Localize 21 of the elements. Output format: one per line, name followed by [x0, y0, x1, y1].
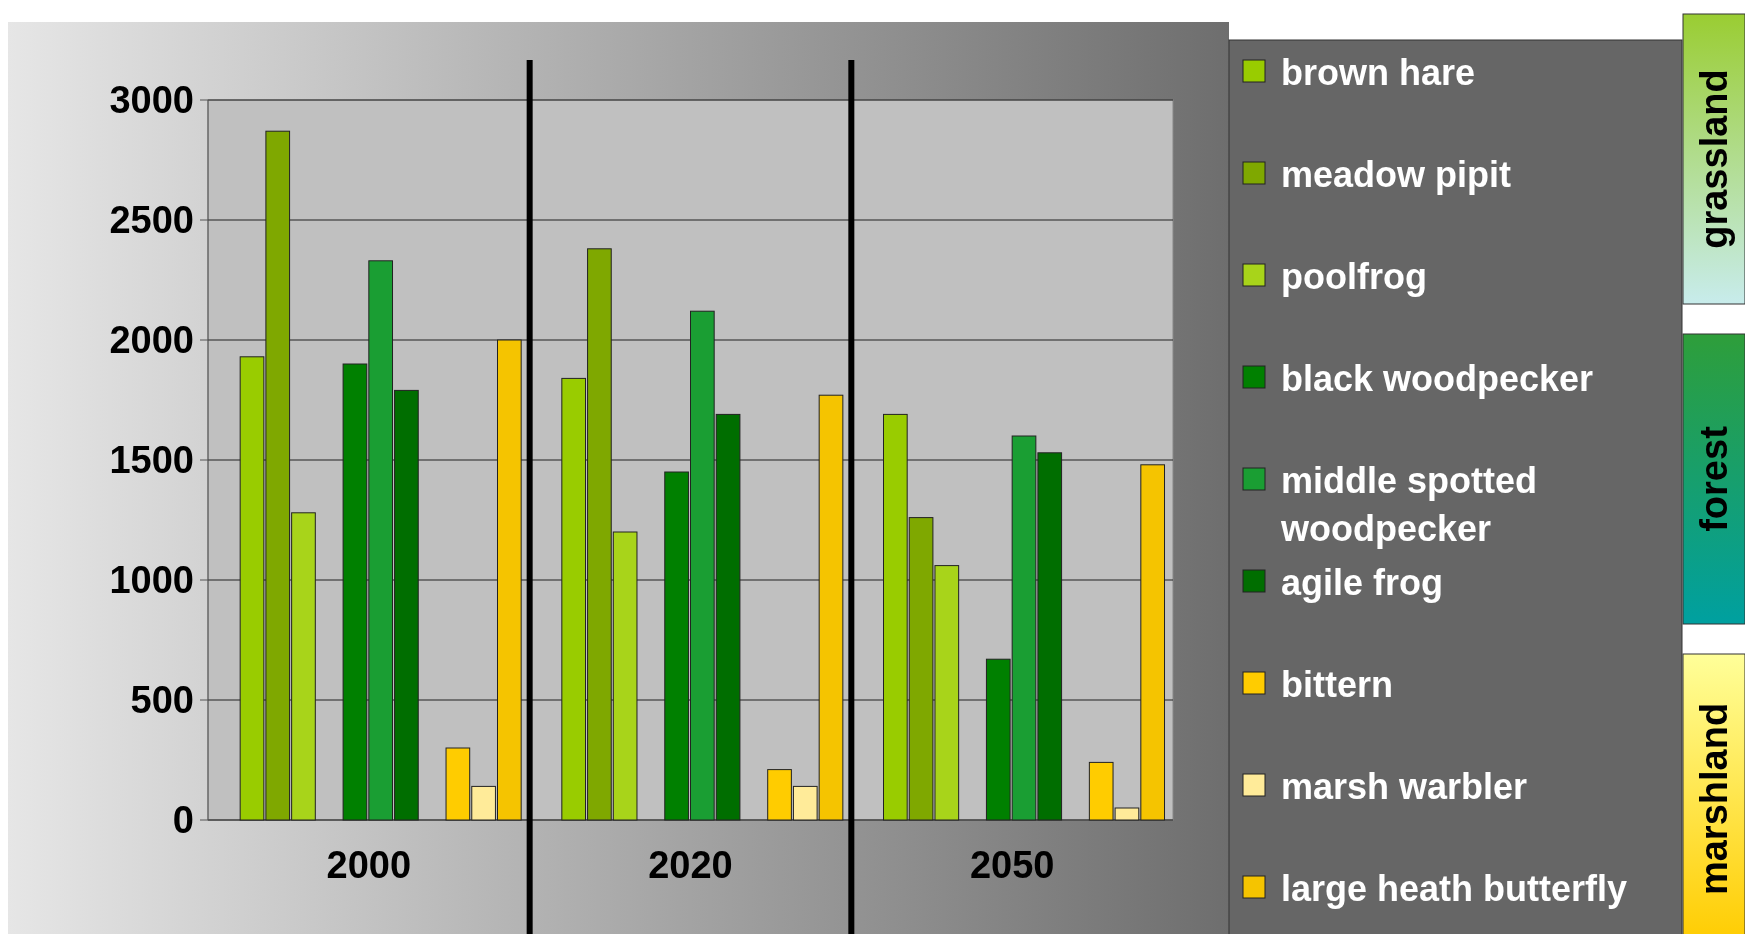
x-tick-label: 2050 — [969, 844, 1055, 886]
text: grassland — [1693, 69, 1736, 249]
legend-label: large heath butterfly — [1281, 867, 1628, 909]
y-tick-label: 500 — [130, 679, 194, 722]
legend-label: marsh warbler — [1281, 765, 1528, 807]
x-tick-label: 2000 — [326, 844, 412, 886]
legend-label: poolfrog — [1281, 255, 1427, 297]
legend-label: meadow pipit — [1281, 153, 1512, 195]
x-tick-label: 2020 — [648, 844, 733, 886]
y-tick-label: 0 — [172, 799, 194, 842]
legend-label: agile frog — [1281, 561, 1444, 603]
legend-label: brown hare — [1281, 51, 1476, 93]
y-tick-label: 1000 — [109, 559, 194, 602]
text: marshland — [1693, 702, 1736, 896]
y-tick-label: 1500 — [109, 439, 194, 482]
legend-label: bittern — [1281, 663, 1393, 705]
legend-label: black woodpecker — [1281, 357, 1594, 399]
text: forest — [1693, 425, 1736, 532]
y-tick-label: 2000 — [109, 319, 194, 362]
y-tick-label: 2500 — [109, 199, 194, 242]
y-tick-label: 3000 — [109, 79, 194, 122]
